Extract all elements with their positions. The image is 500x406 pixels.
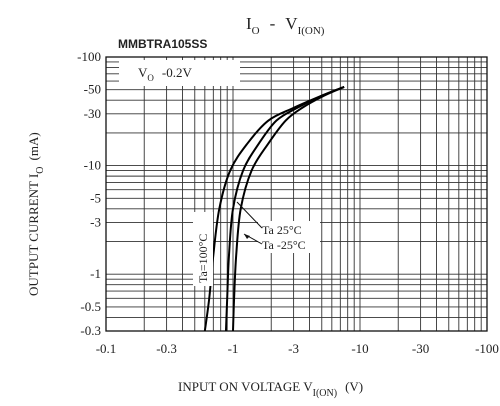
annotation-ta-m25: Ta -25°C	[262, 238, 306, 252]
x-tick-label: -3	[288, 341, 299, 356]
title-v-sub: I(ON)	[298, 25, 325, 37]
y-tick-label: -5	[90, 190, 101, 205]
ylabel-main: OUTPUT CURRENT I	[26, 174, 41, 296]
x-axis-label: INPUT ON VOLTAGE VI(ON) (V)	[178, 379, 363, 399]
chart-title: IO - VI(ON)	[246, 14, 325, 37]
title-main-sub: O	[252, 25, 260, 37]
y-tick-label: -10	[84, 158, 101, 173]
y-tick-label: -0.3	[80, 323, 101, 338]
annotation-ta100: Ta=100°C	[196, 234, 210, 283]
condition-value: -0.2V	[162, 65, 193, 80]
plot-frame	[105, 56, 488, 332]
annotation-bg	[258, 221, 320, 253]
part-number: MMBTRA105SS	[118, 37, 207, 51]
curve-ta-25	[224, 86, 345, 332]
leader-ta-m25-arrow	[244, 234, 250, 239]
y-tick-label: -3	[90, 214, 101, 229]
xlabel-sub: I(ON)	[313, 388, 337, 399]
xlabel-unit: (V)	[345, 379, 363, 394]
y-tick-label: -100	[77, 49, 101, 64]
condition-main: V	[138, 65, 148, 80]
annotation-bg-vertical	[193, 212, 213, 286]
y-axis-label: OUTPUT CURRENT IO (mA)	[26, 132, 46, 296]
x-tick-label: -100	[475, 341, 499, 356]
y-tick-label: -30	[84, 106, 101, 121]
y-tick-label: -0.5	[80, 299, 101, 314]
ylabel-sub: O	[35, 166, 46, 173]
title-main: I	[246, 14, 252, 33]
condition-box	[119, 60, 240, 86]
x-tick-label: -1	[228, 341, 239, 356]
annotation-ta25: Ta 25°C	[262, 223, 302, 237]
curve-ta-m25	[232, 86, 345, 332]
y-tick-label: -50	[84, 82, 101, 97]
x-tick-label: -10	[351, 341, 368, 356]
condition-label: VO -0.2V	[138, 65, 192, 83]
leader-ta25	[236, 201, 263, 229]
x-tick-label: -0.1	[96, 341, 117, 356]
condition-sub: O	[147, 73, 154, 83]
title-v: V	[285, 14, 298, 33]
grid: -0.1 -0.3 -1 -3 -10 -30 -100 -0.3 -0.5 -1 -3 -5 -10 -…	[77, 49, 499, 356]
xlabel-main: INPUT ON VOLTAGE V	[178, 379, 313, 394]
y-tick-label: -1	[90, 266, 101, 281]
x-tick-label: -0.3	[156, 341, 177, 356]
ylabel-unit: (mA)	[26, 132, 41, 160]
title-sep: -	[270, 14, 276, 33]
x-tick-label: -30	[412, 341, 429, 356]
